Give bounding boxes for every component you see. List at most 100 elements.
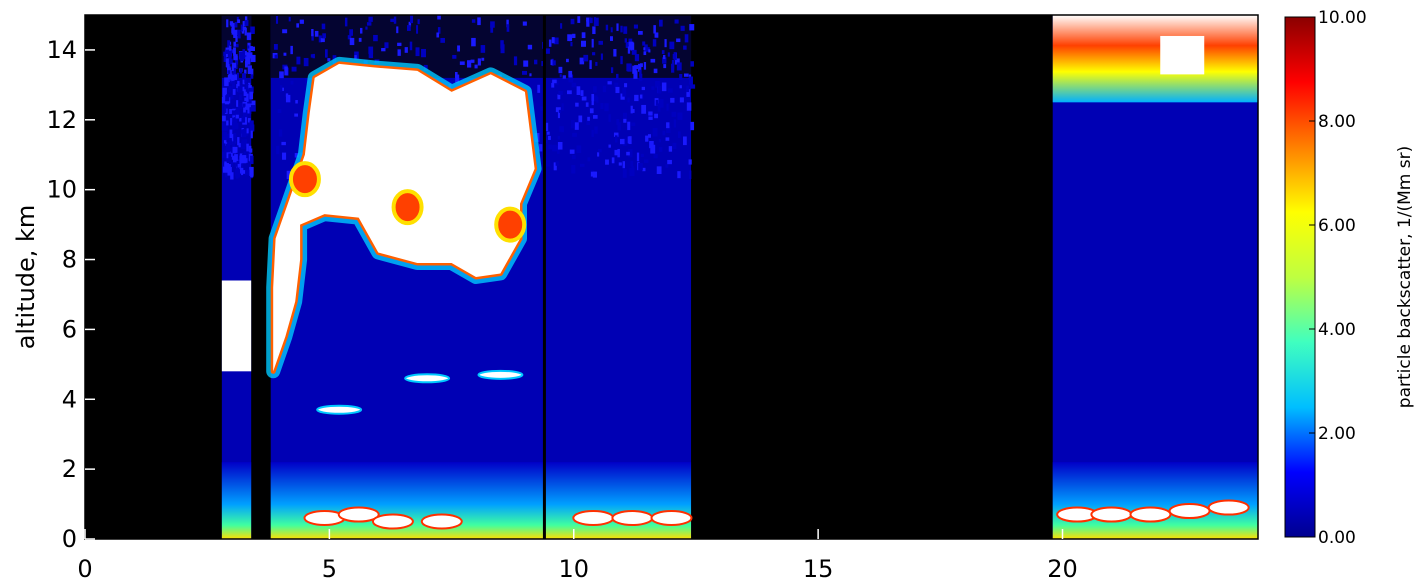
aerosol-blob [1168, 503, 1211, 520]
noise-speck [638, 63, 642, 72]
noise-speck [314, 30, 319, 37]
noise-speck [249, 120, 254, 127]
noise-speck [249, 91, 254, 100]
noise-speck [552, 144, 558, 152]
noise-speck [233, 47, 236, 56]
noise-speck [241, 129, 247, 138]
noise-speck [235, 170, 239, 179]
noise-speck [366, 22, 372, 26]
noise-speck [234, 170, 237, 176]
noise-speck [228, 86, 232, 91]
noise-speck [232, 141, 236, 148]
noise-speck [249, 148, 253, 153]
noise-speck [592, 52, 596, 56]
noise-speck [235, 56, 239, 65]
noise-speck [562, 75, 566, 79]
noise-speck [623, 26, 628, 34]
noise-speck [231, 110, 236, 116]
noise-speck [624, 83, 628, 88]
noise-speck [677, 131, 681, 138]
noise-speck [551, 60, 556, 66]
noise-speck [627, 121, 631, 131]
noise-speck [560, 23, 563, 29]
cirrus-layer [1052, 15, 1258, 103]
noise-speck [674, 19, 679, 24]
noise-speck [250, 155, 254, 165]
noise-speck [677, 171, 681, 179]
noise-speck [290, 45, 293, 55]
noise-speck [239, 54, 244, 62]
noise-speck [233, 29, 238, 38]
noise-speck [235, 109, 240, 119]
noise-speck [223, 137, 227, 144]
noise-speck [228, 136, 232, 145]
noise-speck [593, 95, 598, 102]
colorbar-tick-label: 4.00 [1318, 320, 1356, 340]
noise-speck [227, 74, 231, 80]
noise-speck [222, 115, 226, 122]
noise-speck [232, 146, 238, 153]
aerosol-blob [611, 510, 654, 527]
y-tick-label: 8 [62, 246, 77, 274]
noise-speck [227, 89, 231, 93]
noise-speck [587, 116, 590, 121]
noise-speck [593, 17, 599, 26]
noise-speck [538, 144, 543, 152]
noise-speck [239, 167, 244, 172]
noise-speck [615, 86, 620, 94]
noise-speck [250, 68, 254, 76]
noise-speck [596, 97, 599, 103]
noise-speck [230, 161, 234, 168]
noise-speck [647, 134, 652, 138]
noise-speck [570, 18, 575, 25]
noise-speck [249, 124, 255, 132]
noise-speck [638, 162, 643, 171]
noise-speck [417, 19, 420, 25]
noise-speck [236, 84, 239, 89]
noise-speck [652, 39, 657, 47]
noise-speck [551, 37, 555, 44]
noise-speck [227, 164, 232, 174]
noise-speck [243, 89, 248, 96]
noise-speck [327, 58, 331, 62]
noise-speck [557, 110, 561, 119]
noise-speck [241, 170, 244, 176]
colorbar-tick-label: 10.00 [1318, 8, 1367, 28]
noise-speck [285, 93, 289, 97]
noise-speck [244, 97, 248, 102]
noise-speck [645, 47, 650, 52]
noise-speck [242, 21, 247, 27]
plot-frame [84, 14, 1259, 540]
x-tick-label: 10 [558, 555, 589, 583]
noise-speck [480, 45, 486, 53]
noise-speck [474, 64, 478, 69]
noise-speck [368, 46, 374, 54]
noise-speck [229, 70, 232, 79]
noise-speck [229, 96, 232, 101]
noise-speck [673, 119, 677, 128]
noise-speck [244, 69, 247, 74]
aerosol-blob [337, 506, 380, 523]
noise-speck [583, 54, 589, 62]
noise-speck [643, 51, 647, 56]
noise-speck [247, 45, 250, 49]
noise-speck [226, 19, 229, 28]
noise-speck [221, 122, 225, 131]
noise-speck [241, 86, 245, 92]
noise-speck [236, 72, 239, 82]
noise-speck [567, 90, 572, 95]
noise-speck [548, 39, 552, 47]
noise-speck [245, 52, 250, 60]
noise-speck [230, 117, 233, 126]
noise-speck [234, 74, 237, 81]
noise-speck [643, 159, 649, 163]
noise-speck [248, 101, 254, 108]
noise-speck [384, 42, 389, 49]
noise-speck [299, 19, 304, 24]
noise-speck [690, 61, 694, 67]
noise-speck [630, 160, 634, 167]
noise-speck [415, 47, 420, 57]
noise-speck [662, 130, 666, 136]
noise-speck [239, 155, 242, 164]
noise-speck [618, 162, 622, 166]
